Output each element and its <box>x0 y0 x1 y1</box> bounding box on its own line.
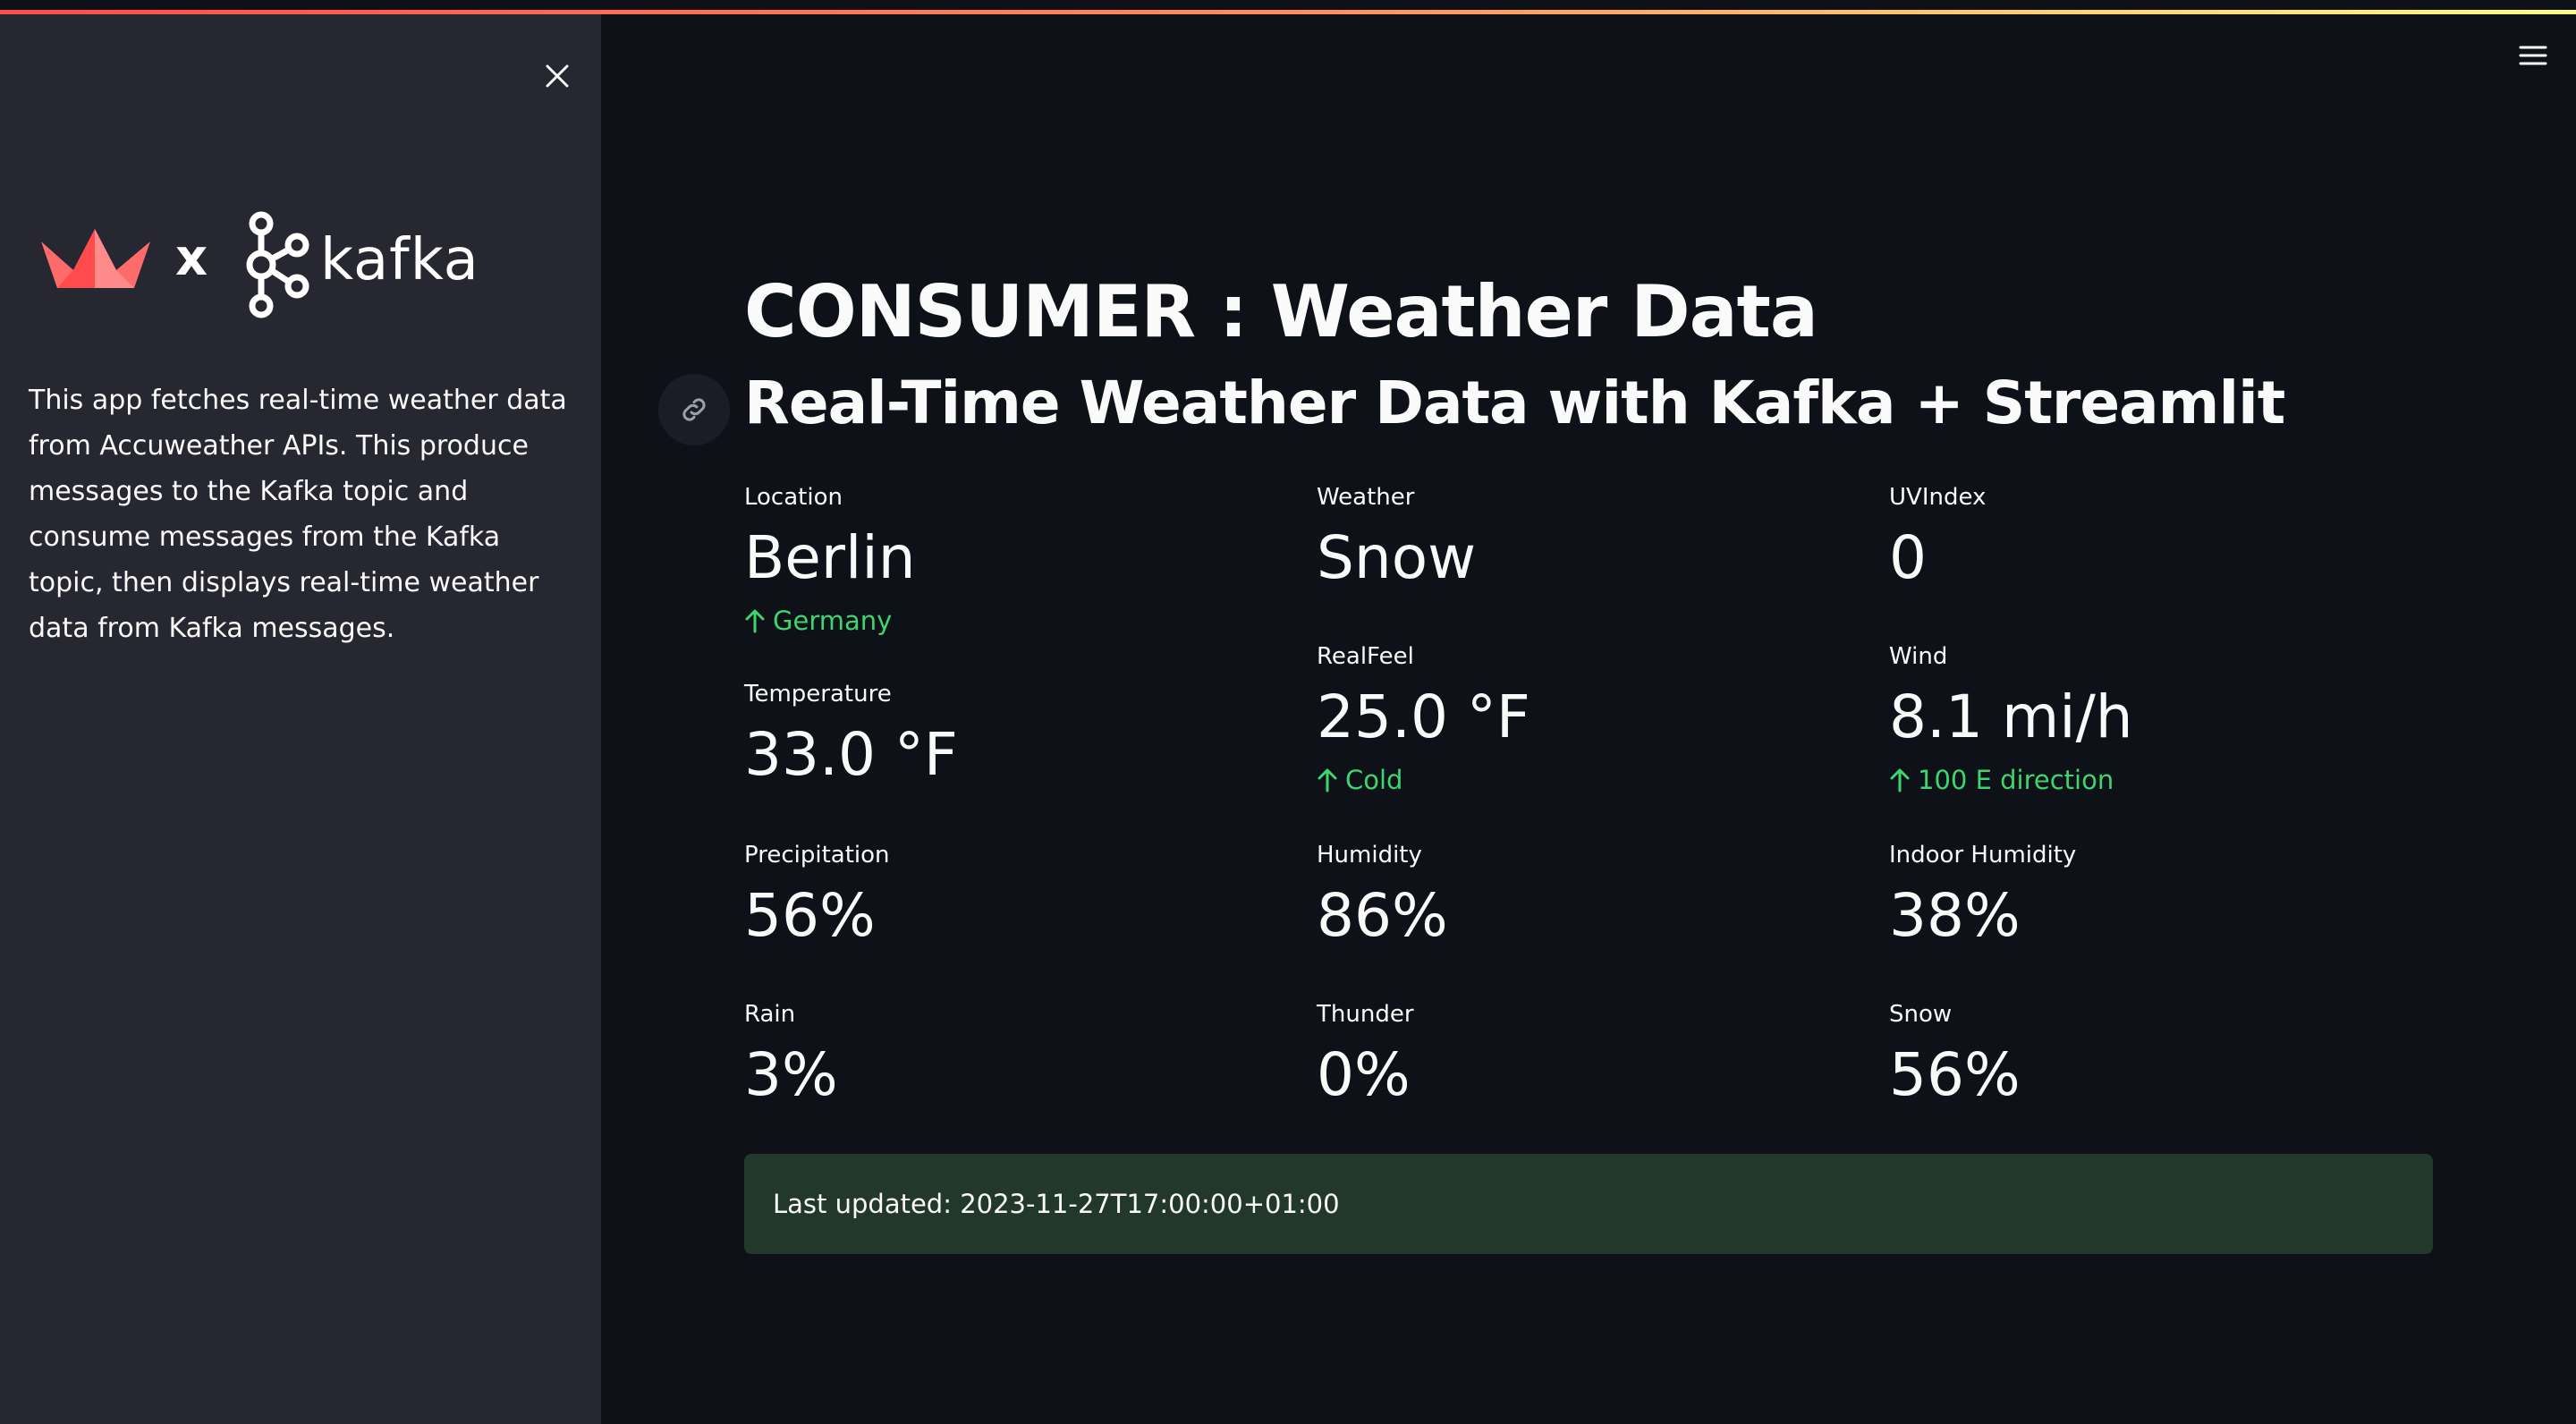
metric-indoor-humidity: Indoor Humidity 38% <box>1889 839 2426 961</box>
metric-value: 25.0 °F <box>1317 682 1530 751</box>
metric-value: 0 <box>1889 523 1927 592</box>
metric-value: 8.1 mi/h <box>1889 682 2133 751</box>
close-icon <box>546 64 569 88</box>
sidebar-description: This app fetches real-time weather data … <box>29 385 567 644</box>
metric-weather: Weather Snow <box>1317 481 1853 603</box>
metric-label: Thunder <box>1317 1001 1414 1028</box>
section-subtitle: Real-Time Weather Data with Kafka + Stre… <box>744 369 2285 437</box>
arrow-up-icon <box>744 608 766 633</box>
metric-thunder: Thunder 0% <box>1317 998 1853 1120</box>
metric-label: Location <box>744 484 843 511</box>
last-updated-text: Last updated: 2023-11-27T17:00:00+01:00 <box>773 1189 1340 1219</box>
metric-value: 33.0 °F <box>744 720 958 789</box>
arrow-up-icon <box>1889 767 1911 793</box>
metric-label: Rain <box>744 1001 796 1028</box>
main-menu-button[interactable] <box>2512 34 2555 77</box>
metric-delta: Germany <box>744 603 1281 639</box>
header-anchor-link[interactable] <box>658 374 730 445</box>
metric-label: Weather <box>1317 484 1415 511</box>
kafka-nodes-logo <box>246 211 309 318</box>
metric-delta-text: Cold <box>1345 765 1403 795</box>
header-decoration-stripe <box>0 10 2576 14</box>
logo-connector: x <box>175 229 208 287</box>
metric-uvindex: UVIndex 0 <box>1889 481 2426 603</box>
metric-humidity: Humidity 86% <box>1317 839 1853 961</box>
metric-value: 56% <box>744 881 876 950</box>
metric-value: Berlin <box>744 523 916 592</box>
metric-value: 56% <box>1889 1040 2021 1109</box>
metric-delta: 100 E direction <box>1889 762 2426 798</box>
hamburger-menu-icon <box>2519 46 2547 65</box>
metric-label: Humidity <box>1317 842 1422 869</box>
app-header-bar <box>0 0 2576 14</box>
metric-delta: Cold <box>1317 762 1853 798</box>
metric-label: RealFeel <box>1317 643 1414 670</box>
sidebar-logo: x kafka <box>39 193 487 327</box>
metric-wind: Wind 8.1 mi/h 100 E direction <box>1889 640 2426 798</box>
metric-realfeel: RealFeel 25.0 °F Cold <box>1317 640 1853 798</box>
metric-rain: Rain 3% <box>744 998 1281 1120</box>
metric-location: Location Berlin Germany <box>744 481 1281 639</box>
metric-value: 3% <box>744 1040 838 1109</box>
sidebar: x kafka This app fetches real-time weath… <box>0 14 601 1424</box>
metric-label: Precipitation <box>744 842 890 869</box>
sidebar-close-button[interactable] <box>535 54 580 98</box>
kafka-wordmark: kafka <box>320 227 479 293</box>
streamlit-crown-logo <box>41 229 150 288</box>
arrow-up-icon <box>1317 767 1338 793</box>
link-icon <box>682 398 706 421</box>
metric-label: UVIndex <box>1889 484 1987 511</box>
metric-precipitation: Precipitation 56% <box>744 839 1281 961</box>
metric-label: Indoor Humidity <box>1889 842 2077 869</box>
metric-value: Snow <box>1317 523 1477 592</box>
metric-value: 0% <box>1317 1040 1411 1109</box>
metric-value: 38% <box>1889 881 2021 950</box>
metric-snow: Snow 56% <box>1889 998 2426 1120</box>
metric-label: Snow <box>1889 1001 1953 1028</box>
page-title: CONSUMER : Weather Data <box>744 269 1818 353</box>
metric-label: Temperature <box>744 681 892 708</box>
metric-delta-text: 100 E direction <box>1918 765 2114 795</box>
metric-delta-text: Germany <box>773 606 893 636</box>
metric-temperature: Temperature 33.0 °F <box>744 678 1281 800</box>
last-updated-alert: Last updated: 2023-11-27T17:00:00+01:00 <box>744 1154 2433 1254</box>
metric-value: 86% <box>1317 881 1448 950</box>
metric-label: Wind <box>1889 643 1948 670</box>
